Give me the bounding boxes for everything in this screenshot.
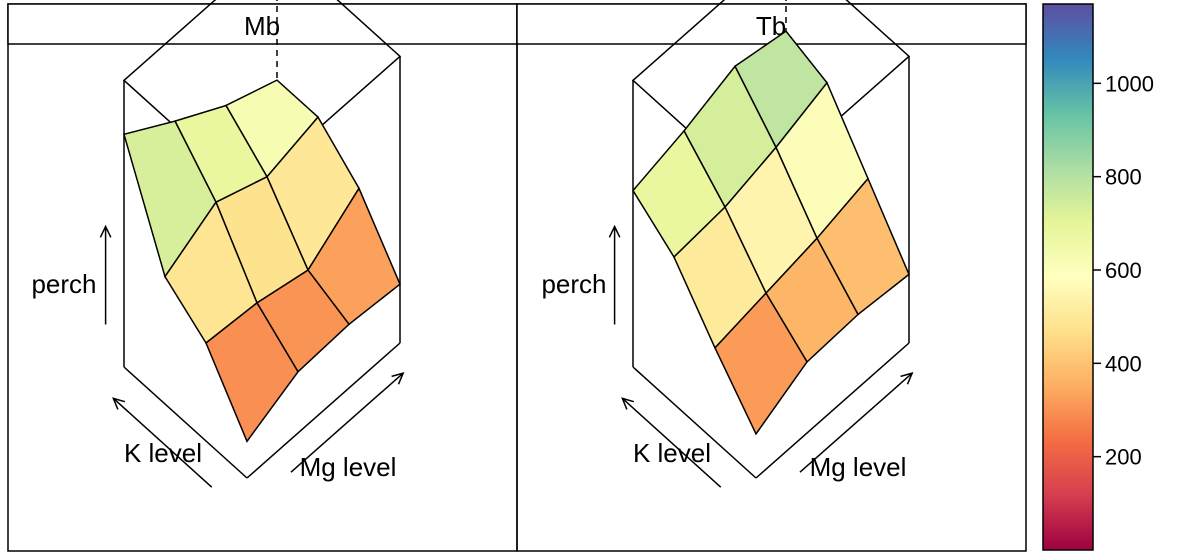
surface-mb (122, 0, 402, 443)
colorkey-tick-label: 800 (1105, 165, 1142, 190)
ylabel-mg-level: Mg level (300, 452, 397, 482)
colorkey-ticks: 200 400 600 800 1000 (1093, 71, 1154, 470)
perch-axis-arrow-head (99, 224, 112, 238)
zlabel-perch: perch (541, 269, 606, 299)
ylabel-mg-level: Mg level (810, 452, 907, 482)
strip-background (7, 3, 518, 45)
colorkey-tick-label: 400 (1105, 351, 1142, 376)
colorkey-tick-label: 200 (1105, 445, 1142, 470)
surface-facet (205, 301, 299, 443)
colorkey-bar (1042, 3, 1094, 551)
k-level-axis-arrow (621, 397, 722, 488)
xlabel-k-level: K level (124, 438, 202, 468)
mg-level-axis-arrow (799, 372, 913, 473)
k-level-axis-arrow-head (621, 397, 635, 410)
strip-background (516, 3, 1027, 45)
box-front-tb (632, 342, 910, 479)
colorkey: 200 400 600 800 1000 (1042, 3, 1154, 551)
perch-axis-arrow-head (608, 224, 621, 238)
box-front-left-edge (632, 366, 757, 479)
panel-tb: Tb perch K level Mg level (516, 0, 1027, 552)
axis-arrows-mb (99, 224, 405, 488)
xlabel-k-level: K level (633, 438, 711, 468)
surface-tb (631, 0, 911, 436)
box-front-right-edge (246, 342, 401, 479)
box-front-left-edge (123, 366, 248, 479)
zlabel-perch: perch (31, 269, 96, 299)
colorkey-tick-label: 1000 (1105, 71, 1154, 96)
mg-level-axis-arrow (290, 372, 404, 473)
mg-level-axis-arrow-head (391, 372, 405, 385)
k-level-axis-arrow (112, 397, 213, 488)
axis-arrows-tb (608, 224, 914, 488)
panel-mb: Mb perch K level Mg level (7, 0, 518, 552)
box-front-mb (123, 342, 401, 479)
mg-level-axis-arrow-head (900, 372, 914, 385)
surface-facet (714, 291, 808, 436)
strip-label-mb: Mb (244, 11, 280, 41)
k-level-axis-arrow-head (112, 397, 126, 410)
colorkey-tick-label: 600 (1105, 258, 1142, 283)
box-front-right-edge (755, 342, 910, 479)
